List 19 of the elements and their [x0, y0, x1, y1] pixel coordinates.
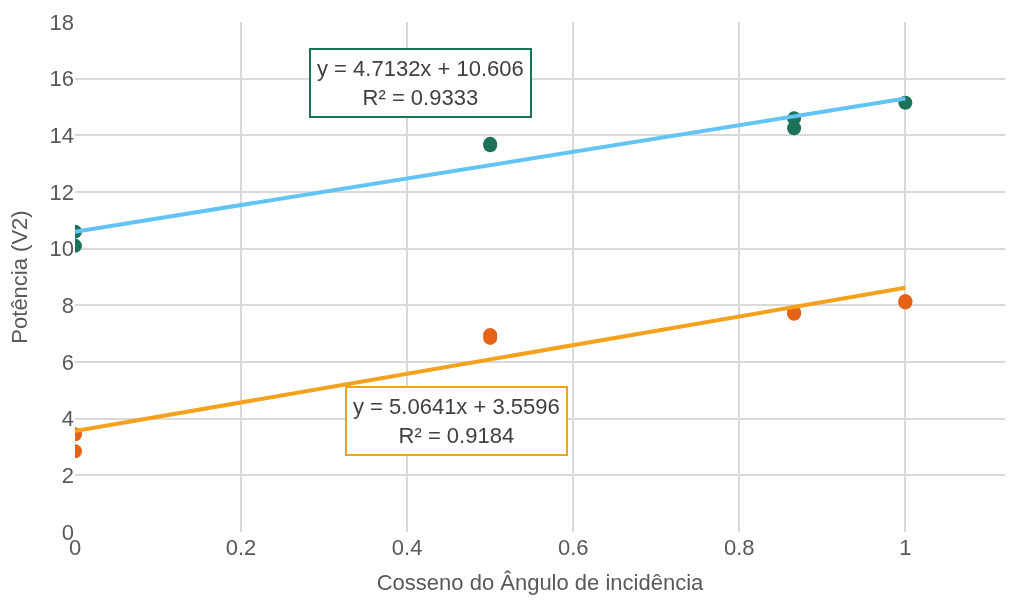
- x-axis-title: Cosseno do Ângulo de incidência: [376, 569, 705, 595]
- y-tick-label: 18: [49, 9, 74, 35]
- x-tick-label: 0.8: [723, 535, 755, 560]
- y-tick-label: 10: [49, 236, 74, 262]
- y-tick-label: 2: [61, 463, 74, 489]
- y-tick-label: 14: [49, 123, 74, 149]
- x-tick-label: 0.4: [391, 535, 423, 560]
- y-tick-label: 4: [61, 406, 74, 432]
- y-tick-label: 8: [61, 293, 74, 319]
- x-tick-label: 0.6: [557, 535, 589, 560]
- annotation: y = 5.0641x + 3.5596 R² = 0.9184: [353, 394, 560, 448]
- point: [787, 121, 802, 136]
- y-axis-title: Potência (V2): [7, 210, 33, 344]
- y-tick-label: 16: [49, 66, 74, 92]
- y-tick-label: 12: [49, 179, 74, 205]
- x-tick-label: 0.2: [225, 535, 257, 560]
- x-tick-label: 1: [899, 535, 912, 560]
- annotation: y = 4.7132x + 10.606 R² = 0.9333: [317, 56, 524, 110]
- y-tick-label: 6: [61, 349, 74, 375]
